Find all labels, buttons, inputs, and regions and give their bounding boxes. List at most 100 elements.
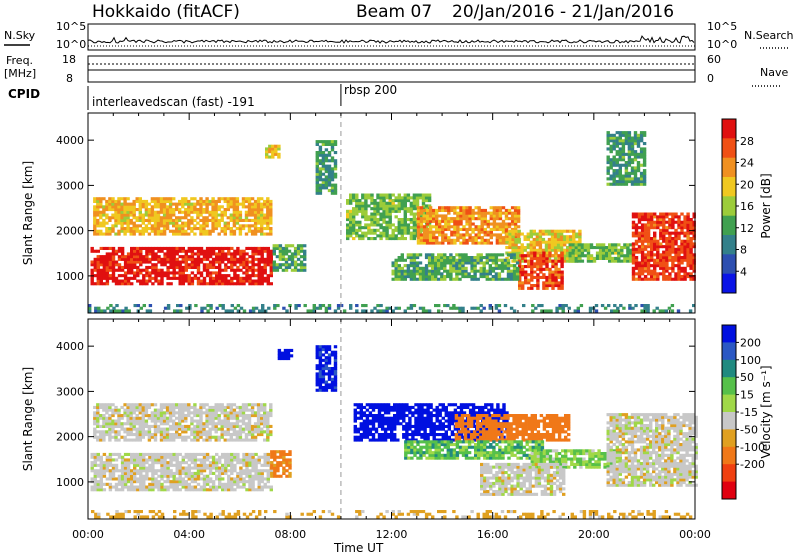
- range-gate-cell: [683, 226, 687, 230]
- range-gate-cell: [583, 243, 588, 247]
- range-gate-cell: [172, 405, 176, 409]
- range-gate-cell: [172, 403, 176, 407]
- range-gate-cell: [102, 221, 106, 225]
- range-gate-cell: [168, 414, 173, 418]
- range-gate-cell: [631, 272, 636, 276]
- range-gate-cell: [618, 177, 622, 181]
- range-gate-cell: [446, 256, 450, 260]
- range-gate-cell: [608, 248, 612, 252]
- range-gate-cell: [382, 234, 386, 238]
- range-gate-cell: [468, 219, 472, 223]
- range-gate-cell: [677, 275, 681, 279]
- range-gate-cell: [130, 488, 134, 492]
- range-gate-cell: [567, 306, 571, 310]
- range-gate-cell: [474, 241, 478, 245]
- range-gate-cell: [199, 218, 203, 222]
- range-gate-cell: [631, 250, 636, 254]
- range-gate-cell: [93, 485, 97, 489]
- range-gate-cell: [136, 246, 140, 250]
- range-gate-cell: [379, 234, 383, 238]
- range-gate-cell: [123, 216, 127, 220]
- range-gate-cell: [464, 256, 468, 260]
- range-gate-cell: [485, 258, 489, 262]
- range-gate-cell: [215, 265, 219, 269]
- range-gate-cell: [504, 230, 509, 234]
- range-gate-cell: [287, 257, 292, 261]
- range-gate-cell: [668, 212, 672, 216]
- range-gate-cell: [486, 211, 490, 215]
- range-gate-cell: [233, 469, 237, 473]
- range-gate-cell: [575, 235, 579, 239]
- range-gate-cell: [133, 252, 137, 256]
- range-gate-cell: [162, 221, 167, 225]
- range-gate-cell: [514, 248, 518, 252]
- range-gate-cell: [385, 226, 389, 230]
- range-gate-cell: [324, 159, 329, 163]
- range-gate-cell: [428, 233, 433, 237]
- range-gate-cell: [205, 246, 210, 250]
- range-gate-cell: [132, 433, 136, 437]
- range-gate-cell: [303, 263, 307, 267]
- range-gate-cell: [441, 230, 445, 234]
- range-gate-cell: [105, 463, 110, 467]
- range-gate-cell: [147, 216, 152, 220]
- range-gate-cell: [260, 469, 264, 473]
- range-gate-cell: [251, 249, 255, 253]
- range-gate-cell: [633, 133, 638, 137]
- range-gate-cell: [120, 265, 125, 269]
- range-gate-cell: [361, 212, 365, 216]
- range-gate-cell: [415, 193, 420, 197]
- range-gate-cell: [181, 229, 185, 233]
- range-gate-cell: [218, 276, 222, 280]
- range-gate-cell: [102, 405, 106, 409]
- range-gate-cell: [441, 227, 445, 231]
- range-gate-cell: [509, 275, 514, 279]
- range-gate-cell: [296, 246, 301, 250]
- range-gate-cell: [428, 225, 433, 229]
- range-gate-cell: [90, 455, 94, 459]
- range-gate-cell: [117, 455, 122, 459]
- range-gate-cell: [643, 237, 648, 241]
- range-gate-cell: [132, 208, 136, 212]
- range-gate-cell: [616, 309, 620, 313]
- range-gate-cell: [605, 256, 609, 260]
- range-gate-cell: [145, 268, 149, 272]
- range-gate-cell: [497, 304, 502, 308]
- range-gate-cell: [458, 272, 462, 276]
- range-gate-cell: [627, 180, 632, 184]
- range-gate-cell: [627, 152, 632, 156]
- range-gate-cell: [631, 220, 636, 224]
- range-gate-cell: [312, 306, 316, 310]
- range-gate-cell: [640, 215, 645, 219]
- range-gate-cell: [324, 178, 329, 182]
- range-gate-cell: [187, 221, 191, 225]
- range-gate-cell: [318, 170, 323, 174]
- range-gate-cell: [665, 261, 669, 265]
- range-gate-cell: [172, 218, 176, 222]
- range-gate-cell: [159, 199, 164, 203]
- range-gate-cell: [123, 427, 127, 431]
- range-gate-cell: [385, 196, 389, 200]
- range-gate-cell: [624, 161, 629, 165]
- range-gate-cell: [102, 268, 107, 272]
- range-gate-cell: [181, 255, 185, 259]
- range-gate-cell: [646, 309, 650, 313]
- range-gate-cell: [147, 403, 152, 407]
- range-gate-cell: [269, 232, 273, 236]
- range-gate-cell: [509, 253, 514, 257]
- range-gate-cell: [483, 222, 487, 226]
- range-gate-cell: [480, 211, 484, 215]
- range-gate-cell: [126, 414, 130, 418]
- range-gate-cell: [163, 271, 167, 275]
- range-gate-cell: [157, 268, 161, 272]
- range-gate-cell: [653, 275, 657, 279]
- range-gate-cell: [159, 232, 164, 236]
- range-gate-cell: [233, 257, 237, 261]
- range-gate-cell: [656, 215, 660, 219]
- range-gate-cell: [257, 482, 261, 486]
- range-gate-cell: [453, 206, 457, 210]
- range-gate-cell: [680, 242, 684, 246]
- range-gate-cell: [224, 255, 228, 259]
- range-gate-cell: [432, 214, 436, 218]
- range-gate-cell: [416, 208, 421, 212]
